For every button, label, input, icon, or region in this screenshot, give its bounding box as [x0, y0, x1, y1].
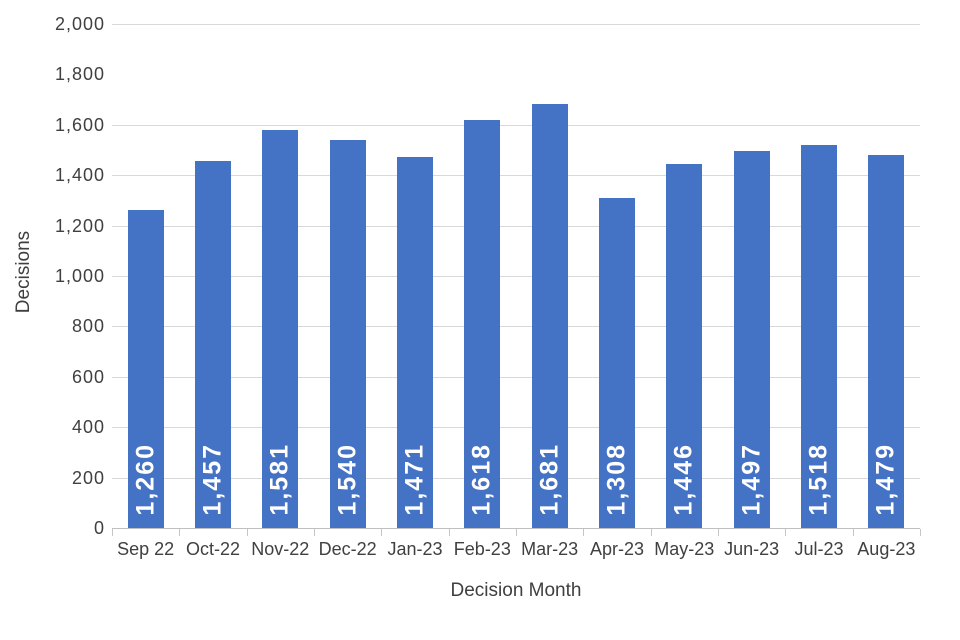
bar-value-label: 1,540: [333, 443, 362, 516]
y-axis-tick-label: 800: [71, 316, 105, 337]
bar: 1,471: [397, 157, 433, 528]
bar: 1,581: [262, 129, 299, 528]
gridline: [112, 225, 920, 227]
bar-value-label: 1,308: [602, 443, 631, 516]
gridline: [112, 326, 920, 328]
y-axis-tick-label: 600: [71, 366, 105, 387]
bar-value-label: 1,518: [804, 443, 833, 516]
x-axis-tick-mark: [785, 529, 787, 536]
x-axis-tick-label: Mar-23: [521, 539, 579, 559]
gridline: [112, 124, 920, 126]
x-axis-tick-mark: [583, 529, 585, 536]
x-axis-tick-label: Aug-23: [857, 539, 916, 559]
bar: 1,308: [599, 198, 635, 528]
x-axis-tick-mark: [920, 529, 921, 536]
x-axis-tick-label: Jan-23: [387, 539, 443, 559]
y-axis-tick-label: 2,000: [54, 14, 105, 34]
bar-value-label: 1,581: [265, 443, 294, 516]
bar: 1,540: [329, 139, 366, 528]
gridline: [112, 276, 920, 277]
bar-value-label: 1,457: [198, 443, 227, 516]
x-axis-tick-mark: [246, 529, 248, 536]
y-axis-tick-label: 200: [71, 467, 105, 488]
bar: 1,518: [801, 145, 837, 528]
gridline: [112, 376, 920, 378]
y-axis-tick-label: 1,200: [54, 215, 105, 236]
bar-value-label: 1,479: [871, 443, 900, 516]
x-axis-tick-mark: [381, 529, 383, 536]
x-axis-tick-label: Dec-22: [318, 539, 377, 559]
bar: 1,618: [464, 120, 501, 528]
bar: 1,497: [733, 150, 770, 528]
gridline: [112, 427, 920, 429]
x-axis-tick-label: May-23: [654, 539, 715, 559]
x-axis-tick-label: Nov-22: [251, 539, 310, 559]
x-axis-tick-mark: [314, 529, 315, 536]
y-axis-tick-label: 1,400: [54, 165, 105, 186]
bar-value-label: 1,497: [737, 443, 766, 516]
x-axis-tick-mark: [448, 529, 450, 536]
bar-value-label: 1,618: [467, 443, 496, 516]
bar-value-label: 1,260: [131, 443, 160, 516]
gridline: [112, 175, 920, 177]
y-axis-tick-label: 1,000: [54, 266, 105, 286]
gridline: [112, 477, 920, 479]
x-axis-tick-mark: [852, 529, 854, 536]
x-axis-tick-label: Jul-23: [794, 539, 844, 559]
gridline: [112, 24, 920, 25]
x-axis-tick-label: Jun-23: [724, 539, 780, 559]
y-axis-tick-label: 1,800: [54, 64, 105, 85]
x-axis-title: Decision Month: [450, 580, 582, 601]
x-axis-tick-mark: [516, 529, 517, 536]
x-axis-tick-mark: [650, 529, 652, 536]
bar-value-label: 1,446: [669, 443, 698, 516]
x-axis-tick-mark: [112, 529, 113, 536]
x-axis-tick-mark: [179, 529, 181, 536]
bar-value-label: 1,681: [535, 443, 564, 516]
bar: 1,479: [868, 155, 905, 528]
bar: 1,446: [666, 163, 703, 528]
bar: 1,457: [195, 160, 231, 528]
x-axis-tick-label: Oct-22: [185, 539, 240, 559]
y-axis-tick-label: 400: [71, 417, 105, 438]
bar: 1,260: [127, 210, 164, 528]
y-axis-tick-label: 1,600: [54, 114, 105, 135]
x-axis-tick-mark: [718, 529, 719, 536]
x-axis-line: [112, 528, 920, 529]
x-axis-tick-label: Sep 22: [117, 539, 175, 559]
x-axis-tick-label: Apr-23: [589, 539, 644, 559]
y-axis-tick-label: 0: [93, 518, 105, 538]
bar: 1,681: [531, 104, 568, 528]
x-axis-tick-label: Feb-23: [453, 539, 511, 559]
bar-value-label: 1,471: [400, 443, 429, 516]
